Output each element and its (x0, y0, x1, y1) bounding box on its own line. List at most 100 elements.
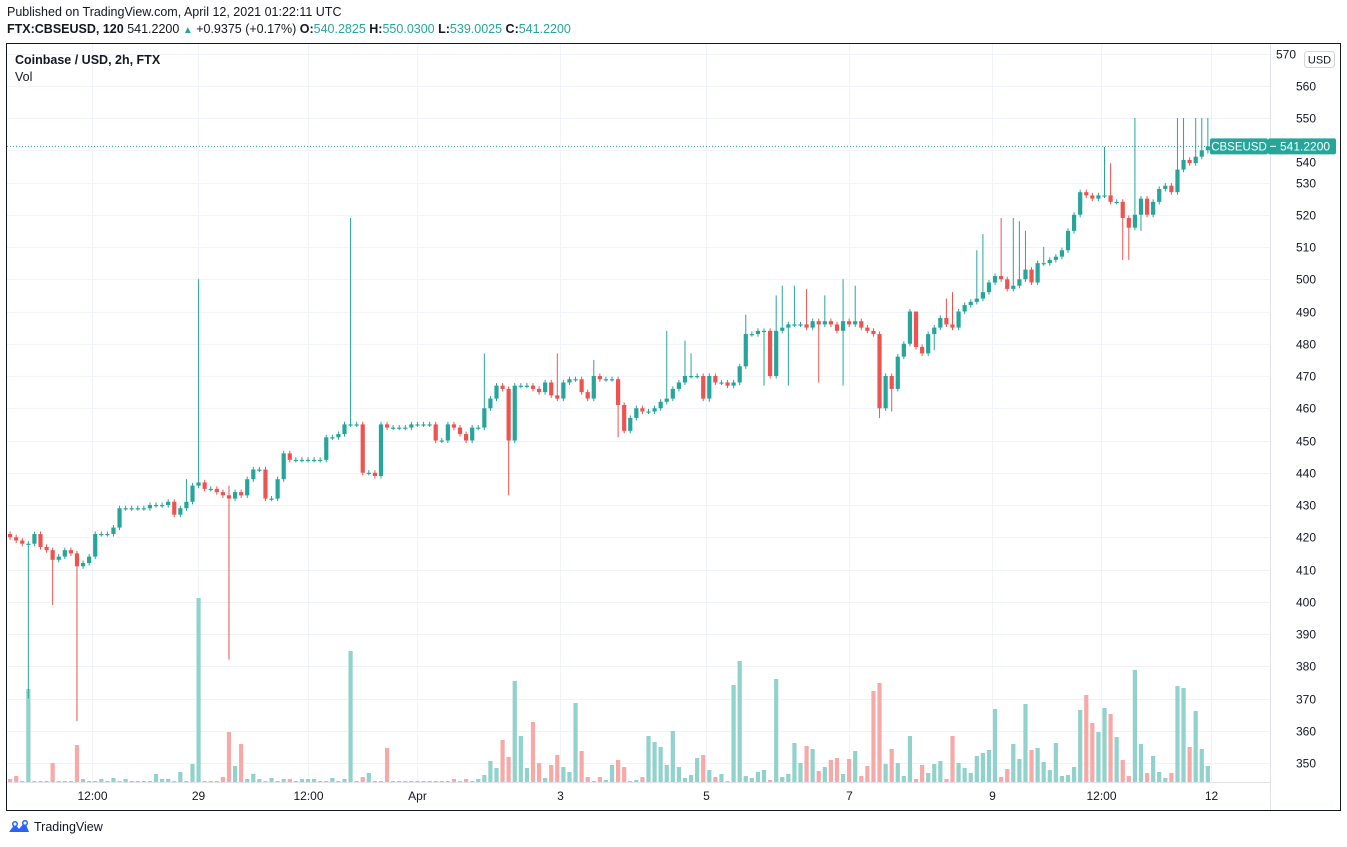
candle-body (397, 427, 402, 429)
volume-bar (141, 781, 146, 782)
volume-bar (1072, 767, 1077, 782)
volume-bar (1053, 743, 1058, 782)
candle-body (196, 482, 201, 486)
legend-title[interactable]: Coinbase / USD, 2h, FTX (15, 53, 161, 67)
volume-bar (366, 773, 371, 782)
candle-body (488, 398, 493, 409)
volume-bar (239, 744, 244, 782)
volume-bar (1199, 749, 1204, 782)
ohlc-header: FTX:CBSEUSD, 120 541.2200 ▲ +0.9375 (+0.… (7, 22, 571, 36)
candle-body (178, 508, 183, 515)
volume-bar (312, 779, 317, 782)
volume-bar (166, 779, 171, 782)
volume-bar (774, 679, 779, 782)
candle-body (628, 417, 633, 431)
volume-bar (1157, 772, 1162, 782)
volume-bar (117, 781, 122, 782)
volume-bar (451, 779, 457, 782)
volume-bar (847, 759, 852, 782)
volume-bar (676, 767, 681, 782)
candle-body (883, 376, 888, 409)
volume-bar (628, 781, 633, 782)
candle-body (427, 424, 432, 426)
candle-body (992, 276, 998, 283)
candle-body (500, 385, 505, 389)
candle-body (932, 327, 937, 335)
candle-body (226, 495, 232, 499)
volume-bar (336, 781, 341, 782)
candle-body (330, 437, 335, 439)
volume-bar (269, 778, 274, 782)
volume-bar (214, 781, 219, 782)
volume-bar (980, 753, 985, 782)
volume-bar (433, 781, 438, 782)
candle-body (822, 321, 827, 325)
candle-body (56, 556, 61, 560)
volume-bar (585, 777, 590, 782)
candle-body (1078, 192, 1083, 215)
candle-body (26, 543, 31, 545)
volume-bar (737, 661, 742, 782)
candle-body (579, 379, 584, 393)
y-tick-label: 440 (1296, 467, 1316, 481)
volume-bar (816, 771, 821, 782)
y-tick-label: 460 (1296, 402, 1316, 416)
volume-bar (834, 758, 840, 782)
volume-bar (464, 779, 469, 782)
candle-body (1144, 198, 1150, 215)
logo-text: TradingView (34, 820, 103, 834)
volume-bar (378, 781, 384, 782)
candle-body (774, 330, 779, 376)
candle-body (1157, 188, 1162, 202)
volume-bar (768, 780, 773, 782)
candle-body (768, 330, 773, 376)
volume-bar (1029, 750, 1034, 782)
volume-bar (44, 781, 49, 782)
volume-bar (111, 778, 116, 782)
volume-bar (555, 755, 560, 782)
volume-bar (573, 703, 578, 782)
candle-body (810, 321, 815, 328)
volume-bar (1132, 670, 1137, 782)
price-tag-symbol: CBSEUSD (1211, 141, 1267, 153)
candle-body (591, 376, 596, 399)
volume-bar (1005, 769, 1010, 782)
candle-body (1193, 156, 1198, 164)
currency-label: USD (1308, 55, 1331, 67)
candle-body (263, 469, 268, 499)
candle-body (840, 321, 846, 331)
y-tick-label: 450 (1296, 435, 1316, 449)
volume-bar (1181, 688, 1186, 782)
candle-body (384, 424, 390, 428)
candle-body (1181, 159, 1186, 170)
candle-body (1151, 201, 1156, 215)
x-tick-label: 12:00 (1086, 789, 1116, 803)
volume-bar (1023, 704, 1028, 782)
candle-body (670, 388, 675, 399)
candle-body (299, 459, 305, 462)
candle-body (543, 382, 548, 393)
volume-bar (348, 651, 353, 782)
volume-bar (999, 777, 1004, 782)
volume-bar (792, 743, 797, 782)
candle-body (1029, 269, 1034, 283)
legend-volume[interactable]: Vol (15, 70, 33, 84)
currency-badge[interactable]: USD (1304, 51, 1335, 68)
candle-body (160, 505, 165, 507)
volume-bar (1163, 778, 1168, 782)
candles (8, 117, 1210, 722)
candle-body (214, 488, 219, 493)
candle-body (1199, 150, 1204, 157)
y-tick-label: 360 (1296, 725, 1316, 739)
volume-bar (14, 776, 19, 782)
volume-bar (1169, 773, 1174, 782)
candle-body (1041, 263, 1046, 265)
volume-bar (318, 781, 323, 782)
candle-body (761, 330, 767, 333)
volume-bar (907, 736, 913, 782)
volume-bar (457, 781, 463, 782)
price-tag-value: 541.2200 (1280, 139, 1330, 153)
volume-bar (926, 773, 931, 782)
tradingview-logo[interactable]: TradingView (8, 820, 103, 834)
